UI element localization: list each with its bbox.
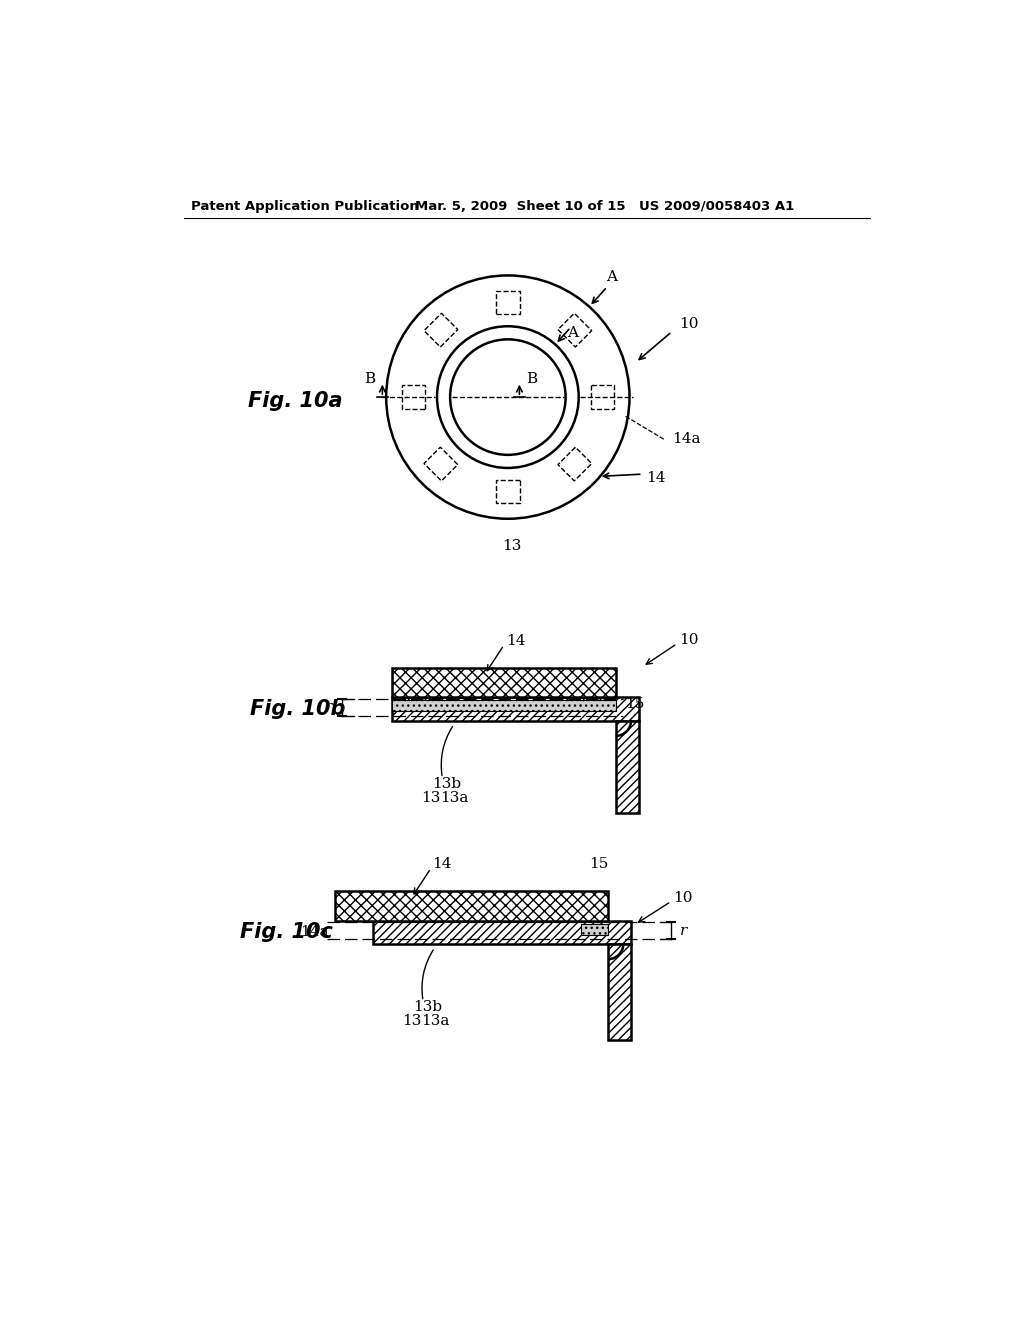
Polygon shape <box>615 721 639 813</box>
Text: 15: 15 <box>625 697 644 710</box>
Text: US 2009/0058403 A1: US 2009/0058403 A1 <box>639 199 794 213</box>
Circle shape <box>386 276 630 519</box>
Text: 13a: 13a <box>421 1014 450 1028</box>
Text: 10: 10 <box>680 632 699 647</box>
Text: 14a: 14a <box>672 433 700 446</box>
Text: r: r <box>680 924 687 937</box>
Text: Fig. 10a: Fig. 10a <box>248 391 342 411</box>
Polygon shape <box>392 668 615 697</box>
Text: B: B <box>526 372 538 385</box>
Polygon shape <box>392 701 615 711</box>
Text: 10: 10 <box>680 317 699 331</box>
Text: 15: 15 <box>589 858 608 871</box>
Text: A: A <box>605 271 616 284</box>
Text: 13b: 13b <box>413 1001 442 1014</box>
Text: 10: 10 <box>674 891 693 904</box>
Text: Mar. 5, 2009  Sheet 10 of 15: Mar. 5, 2009 Sheet 10 of 15 <box>416 199 626 213</box>
Text: 13: 13 <box>402 1014 422 1028</box>
Polygon shape <box>581 924 608 935</box>
Text: A: A <box>566 326 578 341</box>
Polygon shape <box>392 697 639 721</box>
Text: 13: 13 <box>422 791 441 804</box>
Text: B: B <box>365 372 376 385</box>
Circle shape <box>437 326 579 469</box>
Text: r: r <box>325 701 332 714</box>
Polygon shape <box>335 891 608 921</box>
Text: 14: 14 <box>506 634 525 648</box>
Text: 14a: 14a <box>300 925 329 940</box>
Text: 14: 14 <box>646 471 666 484</box>
Text: 13: 13 <box>502 539 521 553</box>
Text: 13b: 13b <box>432 776 462 791</box>
Polygon shape <box>608 944 631 1040</box>
Polygon shape <box>373 921 631 944</box>
Circle shape <box>451 339 565 455</box>
Text: 13a: 13a <box>440 791 468 804</box>
Text: Fig. 10b: Fig. 10b <box>250 700 345 719</box>
Text: Fig. 10c: Fig. 10c <box>240 923 333 942</box>
Text: Patent Application Publication: Patent Application Publication <box>190 199 419 213</box>
Text: 14: 14 <box>432 858 452 871</box>
